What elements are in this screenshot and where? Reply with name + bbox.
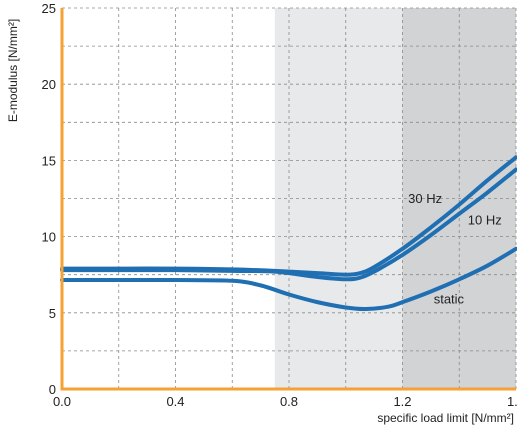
series-curves (60, 155, 517, 312)
x-tick-label: 0.8 (280, 394, 298, 409)
series-label-static: static (434, 292, 465, 307)
x-tick-label: 1.6 (507, 394, 517, 409)
y-tick-label: 0 (49, 382, 56, 397)
y-axis-title: E-modulus [N/mm²] (6, 19, 20, 122)
y-tick-label: 15 (42, 153, 56, 168)
axes (60, 8, 516, 391)
series-line-10-hz (60, 167, 517, 282)
x-axis-title: specific load limit [N/mm²] (377, 411, 514, 425)
y-tick-label: 10 (42, 230, 56, 245)
x-tick-label: 0.4 (166, 394, 184, 409)
x-tick-label: 1.2 (393, 394, 411, 409)
series-labels: 30 Hz 10 Hz static (408, 191, 502, 307)
y-tick-labels: 0 5 10 15 20 25 (42, 1, 56, 397)
y-tick-label: 25 (42, 1, 56, 16)
series-label-10-hz: 10 Hz (468, 212, 502, 227)
x-tick-label: 0.0 (53, 394, 71, 409)
series-label-30-hz: 30 Hz (408, 191, 442, 206)
x-tick-labels: 0.0 0.4 0.8 1.2 1.6 (53, 394, 517, 409)
y-tick-label: 20 (42, 77, 56, 92)
series-line-static (60, 246, 517, 312)
grid-lines (62, 7, 517, 389)
y-tick-label: 5 (49, 306, 56, 321)
